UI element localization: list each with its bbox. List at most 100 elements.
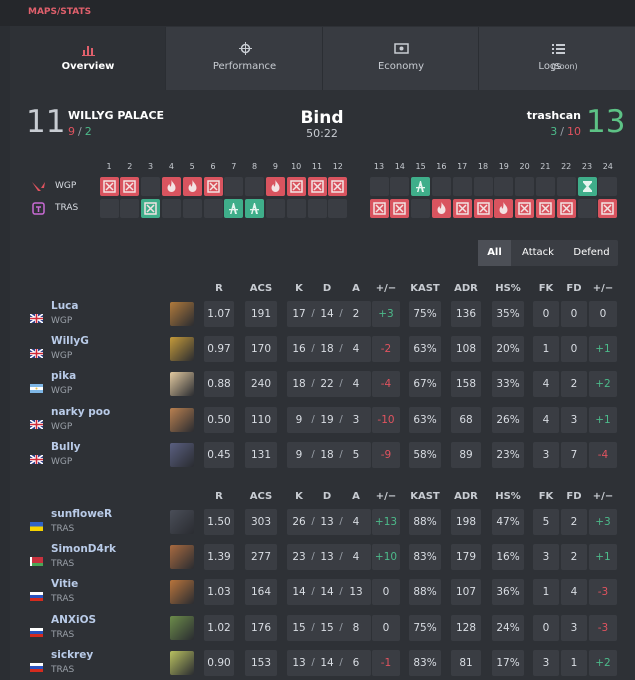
stat-cell: [245, 406, 277, 433]
half-score: 10: [567, 125, 581, 138]
player-name[interactable]: Luca: [51, 300, 79, 312]
stat-cell: [561, 301, 587, 327]
stat-header: ADR: [454, 283, 478, 294]
stat-cell: [372, 509, 400, 535]
stat-value: -1: [380, 656, 392, 669]
stat-value: +1: [595, 551, 611, 564]
stat-header: ACS: [249, 491, 273, 502]
round-result: [515, 176, 535, 196]
player-team: WGP: [51, 351, 73, 362]
kda-cell: [287, 579, 371, 606]
round-result: [411, 176, 431, 196]
kda-separator: /: [311, 343, 315, 355]
player-name[interactable]: Vitie: [51, 578, 79, 591]
stat-value: -4: [597, 448, 609, 461]
round-number: 2: [127, 162, 133, 171]
stat-value: 0.90: [207, 656, 231, 669]
stat-cell: [492, 544, 524, 571]
agent-avatar: [170, 442, 194, 467]
stat-cell: [561, 579, 587, 606]
stat-value: 26%: [496, 413, 520, 426]
player-name[interactable]: ANXiOS: [51, 613, 97, 626]
tab-icon: [238, 41, 253, 56]
stat-value: 198: [455, 516, 477, 528]
tab[interactable]: [480, 27, 635, 90]
round-number: 23: [581, 162, 593, 171]
stat-value: 26: [292, 516, 306, 528]
tab-label: Overview: [61, 61, 115, 72]
stat-value: 63%: [413, 413, 437, 426]
stat-value: 107: [455, 586, 477, 599]
stat-value: 22: [320, 378, 334, 391]
stat-cell: [492, 441, 524, 468]
stat-cell: [409, 509, 441, 535]
player-name[interactable]: SimonD4rk: [51, 543, 116, 556]
stat-cell: [204, 509, 234, 535]
stat-value: 128: [455, 621, 477, 634]
stat-value: 277: [250, 551, 272, 564]
player-flag: [30, 551, 43, 567]
stat-value: 3: [542, 448, 550, 461]
stat-cell: [492, 371, 524, 398]
round-result: [390, 198, 410, 218]
player-name[interactable]: sunfloweR: [51, 508, 113, 520]
stat-value: 0: [570, 343, 578, 356]
stat-value: 75%: [413, 308, 437, 320]
stat-value: 9: [295, 413, 303, 426]
stat-cell: [372, 371, 400, 398]
tab[interactable]: [167, 27, 323, 90]
player-name[interactable]: Bully: [51, 440, 81, 453]
stat-cell: [409, 579, 441, 606]
kda-separator: /: [311, 621, 315, 633]
round-number: 10: [291, 162, 302, 171]
team-halves: 9/2: [68, 125, 92, 138]
stat-header: D: [322, 491, 332, 502]
stat-cell: [451, 336, 481, 363]
kda-cell: [287, 336, 371, 363]
round-result: [99, 198, 119, 218]
round-team-label: WGP: [55, 181, 77, 191]
stat-value: 18: [320, 343, 334, 356]
round-result: [577, 176, 597, 196]
agent-avatar: [170, 650, 194, 675]
round-number: 17: [457, 162, 468, 171]
round-number: 6: [210, 162, 216, 171]
stat-value: 83%: [413, 656, 437, 669]
tab[interactable]: [10, 27, 166, 90]
stat-value: -4: [380, 378, 392, 391]
player-flag: [30, 657, 43, 672]
round-number: 1: [106, 162, 112, 171]
player-flag: [29, 308, 44, 324]
player-name[interactable]: pika: [51, 370, 77, 383]
stat-value: 2: [352, 308, 360, 320]
tab-icon: [81, 41, 96, 56]
stat-value: -3: [597, 586, 609, 599]
round-result: [307, 198, 327, 218]
stat-value: 6: [352, 656, 360, 669]
stat-value: 16: [292, 343, 306, 356]
round-result: [556, 176, 576, 196]
round-result: [307, 176, 327, 196]
stat-cell: [533, 336, 559, 363]
stat-value: 4: [352, 378, 360, 391]
player-flag: [30, 622, 43, 637]
half-score: 2: [84, 125, 92, 138]
player-name[interactable]: WillyG: [51, 335, 89, 348]
stat-cell: [533, 614, 559, 641]
stat-cell: [492, 649, 524, 676]
tab-icon: [394, 41, 409, 56]
stat-value: 18: [320, 448, 334, 461]
half-score: 9: [68, 125, 75, 138]
stat-cell: [561, 441, 587, 468]
stat-header: ADR: [454, 491, 478, 502]
match-duration: 50:22: [306, 127, 338, 140]
player-flag: [30, 378, 43, 394]
stat-value: 2: [570, 516, 578, 528]
stat-value: +3: [378, 308, 394, 320]
stat-cell: [372, 649, 400, 676]
player-name[interactable]: narky poo: [51, 405, 111, 418]
tab[interactable]: [323, 27, 479, 90]
filter-button[interactable]: [478, 240, 511, 266]
stat-value: 5: [352, 448, 360, 461]
player-name[interactable]: sickrey: [51, 648, 94, 661]
